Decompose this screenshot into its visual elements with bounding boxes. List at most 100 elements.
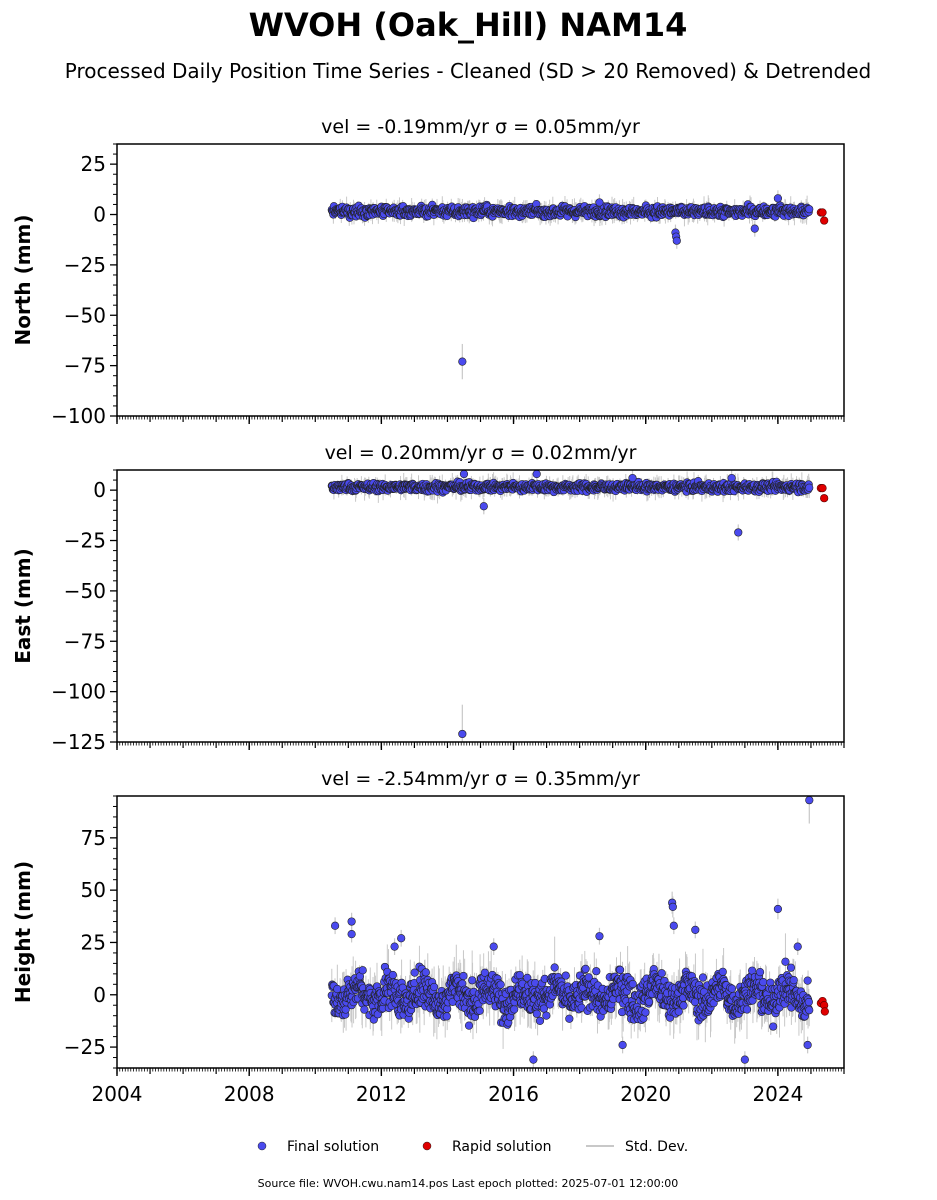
final-solution-point [347,929,356,939]
rapid-solution-point [818,484,827,493]
final-solution-point [740,1055,749,1064]
axes-frame [116,469,845,743]
plot-area [327,470,829,742]
final-solution-point [641,1008,650,1017]
final-solution-point [674,1007,683,1016]
rapid-solution-point [820,216,829,225]
y-axis-label: Height (mm) [11,861,35,1003]
y-tick-label: −100 [51,404,106,428]
final-solution-point [668,902,677,911]
final-solution-point [773,904,783,914]
final-solution-point [615,965,625,974]
final-solution-point [479,502,488,511]
final-solution-point [595,932,604,941]
y-tick-label: −75 [64,354,106,378]
final-solution-point [331,921,340,930]
final-solution-point [489,942,498,951]
y-axis-label: East (mm) [11,548,35,664]
final-solution-point [523,973,532,983]
y-tick-label: −25 [64,1035,106,1059]
final-solution-point [793,942,802,951]
y-tick-label: 0 [93,983,106,1007]
y-tick-label: −125 [51,730,106,754]
y-tick-label: 25 [81,930,106,954]
final-solution-point [644,997,654,1006]
final-solution-point [628,473,637,483]
final-solution-point [421,968,430,977]
plot-area [327,796,829,1068]
figure-subtitle: Processed Daily Position Time Series - C… [65,59,871,83]
panel-title: vel = 0.20mm/yr σ = 0.02mm/yr [325,442,637,464]
final-solution-point [769,1022,778,1031]
final-solution-point [595,198,604,207]
final-solution-point [805,205,814,214]
final-solution-point [532,470,541,479]
final-solution-point [410,968,419,977]
rapid-solution-points [816,996,829,1016]
final-solution-point [347,917,356,926]
panels-group: vel = -0.19mm/yr σ = 0.05mm/yr North (mm)… [11,116,845,1106]
panel-title: vel = -2.54mm/yr σ = 0.35mm/yr [321,768,640,790]
y-tick-label: 50 [81,878,106,902]
final-solution-point [475,1006,484,1015]
final-solution-point [734,528,743,537]
final-solution-point [515,971,524,980]
final-solution-point [459,470,469,479]
final-solution-point [430,982,439,992]
final-solution-point [804,997,813,1007]
x-ticks [116,742,845,750]
panel-3: vel = -2.54mm/yr σ = 0.35mm/yr Height (mm… [11,768,845,1106]
final-solution-point [789,975,798,985]
y-tick-label: −50 [64,579,106,603]
y-tick-label: −25 [64,529,106,553]
final-solution-point [618,1040,627,1050]
final-solution-point [458,357,467,366]
x-ticks [116,416,845,424]
final-solution-points [327,194,814,366]
x-ticks: 2004 2008 2012 2016 2020 2024 [92,1068,845,1106]
final-solution-point [442,1012,451,1021]
final-solution-point [390,942,399,951]
plot-area [327,190,829,380]
final-solution-point [459,971,468,981]
final-solution-point [529,1055,538,1064]
final-solution-point [496,980,505,989]
rapid-solution-point [820,494,829,503]
panel-title: vel = -0.19mm/yr σ = 0.05mm/yr [321,116,640,138]
panel-2: vel = 0.20mm/yr σ = 0.02mm/yr East (mm) 0 −… [11,442,845,754]
y-tick-label: −75 [64,629,106,653]
final-solution-point [358,966,367,975]
std-dev-bars [333,470,810,742]
final-solution-point [581,964,590,973]
final-solution-point [672,236,681,245]
y-tick-label: −100 [51,680,106,704]
final-solution-point [679,1001,688,1010]
final-solution-point [532,1009,541,1018]
final-solution-point [565,1014,574,1023]
final-solution-point [742,1005,752,1014]
final-solution-point [781,957,790,966]
final-solution-point [388,970,397,980]
y-tick-label: 0 [93,203,106,227]
final-solution-point [727,984,737,993]
y-tick-label: 75 [81,826,106,850]
final-solution-point [727,473,736,483]
rapid-solution-points [816,484,829,503]
y-tick-label: −50 [64,303,106,327]
y-ticks: 0 −25 −50 −75 −100 −125 [51,469,117,754]
y-ticks: 75 50 25 0 −25 [64,795,117,1069]
rapid-solution-points [816,208,829,225]
final-solution-points [327,796,814,1064]
final-solution-point [669,921,678,930]
final-solution-point [698,973,708,982]
final-solution-point [805,1006,814,1015]
final-solution-point [755,967,765,977]
final-solution-point [773,194,783,203]
y-axis-label: North (mm) [11,214,35,345]
std-dev-bars [331,796,810,1068]
final-solution-point [464,1021,474,1030]
final-solution-point [750,224,759,233]
final-solution-point [803,1040,812,1050]
final-solution-point [535,1016,545,1025]
